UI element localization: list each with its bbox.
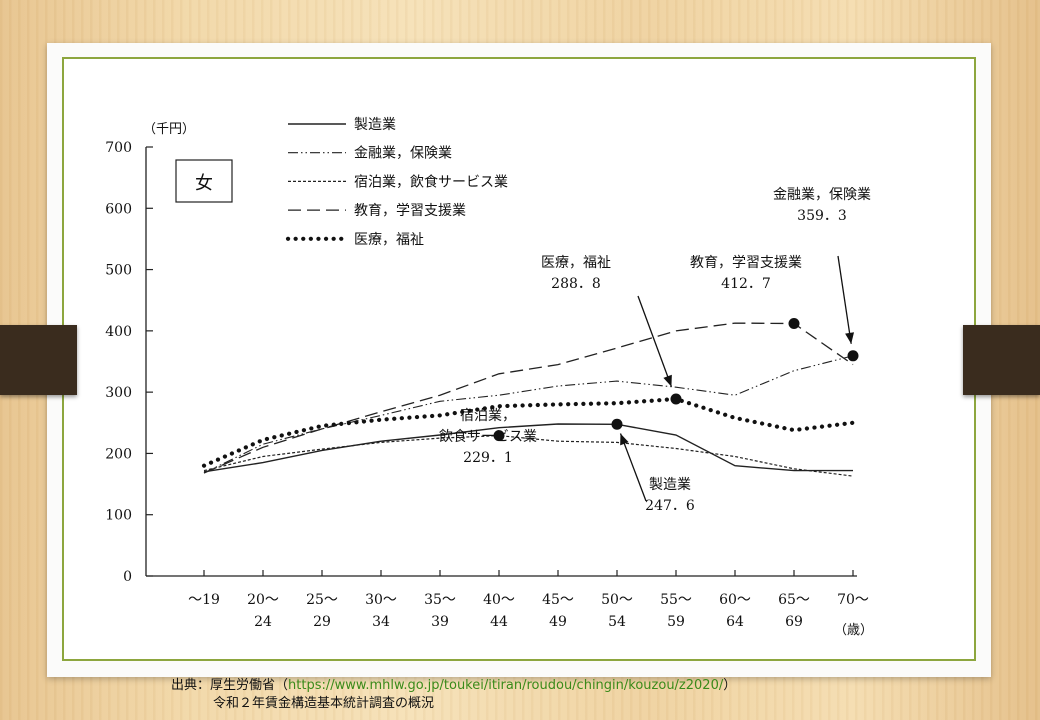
series-lines bbox=[201, 322, 856, 477]
series-line-1 bbox=[203, 355, 854, 474]
annotations: 医療，福祉 288．8 教育，学習支援業 412．7 金融業，保険業 359．3 宿泊業， 飲… bbox=[439, 187, 871, 514]
series-line-3 bbox=[203, 322, 854, 474]
x-tick-label: 30～ bbox=[365, 592, 397, 608]
x-tick-label-second-line: 39 bbox=[431, 614, 449, 630]
x-tick-label: 55～ bbox=[660, 592, 692, 608]
source-prefix: 出典：厚生労働省（ bbox=[171, 678, 289, 693]
annotation-marker-0 bbox=[670, 393, 682, 405]
annotation-text-3: 飲食サービス業 bbox=[439, 428, 537, 445]
y-tick-label: 400 bbox=[105, 324, 132, 340]
panel-label: 女 bbox=[195, 173, 213, 194]
source-citation: 出典：厚生労働省（https://www.mhlw.go.jp/toukei/i… bbox=[171, 677, 736, 713]
annotation-text-1: 412．7 bbox=[721, 276, 771, 292]
annotation-marker-3 bbox=[493, 430, 505, 442]
panel-label-box bbox=[175, 159, 233, 203]
x-tick-label-second-line: 59 bbox=[667, 614, 685, 630]
x-tick-label: 20～ bbox=[247, 592, 279, 608]
x-tick-label: 65～ bbox=[778, 592, 810, 608]
legend-label-3: 教育，学習支援業 bbox=[354, 203, 466, 219]
annotation-text-2: 359．3 bbox=[797, 208, 847, 224]
source-title: 令和２年賃金構造基本統計調査の概況 bbox=[213, 696, 435, 711]
binder-clip-left bbox=[0, 325, 77, 395]
annotation-text-1: 教育，学習支援業 bbox=[690, 255, 802, 271]
legend-label-2: 宿泊業，飲食サービス業 bbox=[354, 173, 508, 190]
y-tick-label: 100 bbox=[105, 508, 132, 524]
legend-label-1: 金融業，保険業 bbox=[354, 146, 452, 162]
slide-frame bbox=[62, 57, 976, 661]
annotation-text-2: 金融業，保険業 bbox=[773, 187, 871, 203]
y-tick-label: 0 bbox=[123, 569, 132, 585]
x-tick-label: 70～ bbox=[837, 592, 869, 608]
x-tick-label-second-line: 64 bbox=[726, 614, 744, 630]
x-ticks: ～19 20～ 24 25～ 29 30～ 34 35～ 39 40～ 44 45～ 49 50～ 54 55… bbox=[188, 570, 869, 630]
annotation-arrow-2 bbox=[837, 255, 852, 344]
annotation-text-3: 宿泊業， bbox=[460, 407, 516, 424]
y-tick-label: 600 bbox=[105, 201, 132, 217]
y-tick-label: 700 bbox=[105, 140, 132, 156]
annotation-arrowhead-4 bbox=[620, 433, 629, 446]
y-ticks: 0 100 200 300 400 500 600 700 bbox=[105, 140, 153, 585]
x-tick-label: 50～ bbox=[601, 592, 633, 608]
series-line-0 bbox=[203, 423, 853, 473]
annotation-arrowhead-0 bbox=[663, 374, 672, 387]
x-tick-label: 40～ bbox=[483, 592, 515, 608]
source-suffix: ） bbox=[723, 678, 737, 693]
chart-axes bbox=[145, 147, 857, 577]
y-axis-label: （千円） bbox=[143, 122, 195, 137]
annotation-text-0: 288．8 bbox=[551, 276, 601, 292]
y-tick-label: 200 bbox=[105, 446, 132, 462]
x-axis-label: （歳） bbox=[834, 623, 873, 638]
y-tick-label: 300 bbox=[105, 385, 132, 401]
x-tick-label-second-line: 54 bbox=[608, 614, 626, 630]
legend-label-0: 製造業 bbox=[354, 117, 396, 133]
x-tick-label-second-line: 44 bbox=[490, 614, 508, 630]
annotation-text-3: 229．1 bbox=[463, 450, 513, 466]
annotation-arrow-0 bbox=[637, 295, 673, 387]
annotation-arrowhead-2 bbox=[845, 332, 855, 344]
x-tick-label: ～19 bbox=[188, 592, 220, 608]
x-tick-label-second-line: 24 bbox=[254, 614, 272, 630]
y-tick-label: 500 bbox=[105, 263, 132, 279]
annotation-text-0: 医療，福祉 bbox=[541, 254, 611, 271]
legend-label-4: 医療，福祉 bbox=[354, 231, 424, 248]
x-tick-label-second-line: 34 bbox=[372, 614, 390, 630]
annotation-marker-1 bbox=[788, 318, 800, 330]
x-tick-label-second-line: 69 bbox=[785, 614, 803, 630]
x-tick-label: 25～ bbox=[306, 592, 338, 608]
x-tick-label: 35～ bbox=[424, 592, 456, 608]
x-tick-label: 45～ bbox=[542, 592, 574, 608]
binder-clip-right bbox=[963, 325, 1040, 395]
annotation-arrow-4 bbox=[619, 433, 647, 502]
x-tick-label-second-line: 29 bbox=[313, 614, 331, 630]
source-url-link[interactable]: https://www.mhlw.go.jp/toukei/itiran/rou… bbox=[288, 678, 724, 693]
x-tick-label-second-line: 49 bbox=[549, 614, 567, 630]
series-line-4 bbox=[201, 396, 856, 468]
annotation-text-4: 247．6 bbox=[645, 498, 695, 514]
wage-chart: 0 100 200 300 400 500 600 700 ～19 20～ 24 25～ 29 30～ 3… bbox=[105, 117, 873, 638]
annotation-marker-2 bbox=[847, 350, 859, 362]
series-line-2 bbox=[203, 434, 854, 477]
x-tick-label: 60～ bbox=[719, 592, 751, 608]
annotation-text-4: 製造業 bbox=[649, 477, 691, 493]
annotation-marker-4 bbox=[611, 418, 623, 430]
